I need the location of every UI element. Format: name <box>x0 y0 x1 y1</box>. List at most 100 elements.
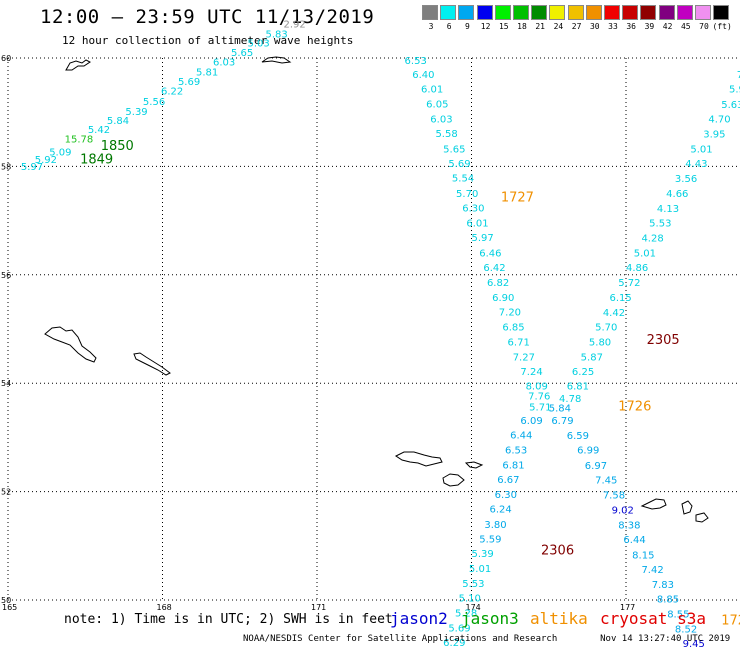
satellite-legend-item: altika <box>530 609 588 628</box>
wave-height-value: 15.78 <box>65 135 94 146</box>
coastline-aleutian-6 <box>695 512 709 523</box>
wave-height-value: 7.83 <box>652 580 674 591</box>
wave-height-value: 6.44 <box>510 430 532 441</box>
colorbar-swatch <box>494 5 511 20</box>
colorbar-label: 3 <box>428 22 434 31</box>
footer-credit: NOAA/NESDIS Center for Satellite Applica… <box>243 634 730 644</box>
wave-height-value: 8.52 <box>675 625 697 636</box>
wave-height-value: 5.80 <box>589 337 611 348</box>
colorbar-label: 21 <box>535 22 545 31</box>
wave-height-value: 6.53 <box>505 446 527 457</box>
wave-height-value: 5.99 <box>729 85 740 96</box>
wave-height-value: 6.25 <box>572 367 594 378</box>
lon-label: 171 <box>311 603 326 612</box>
pass-time-label: 1849 <box>80 153 113 168</box>
wave-height-value: 7.58 <box>603 491 625 502</box>
pass-time-label: 2305 <box>647 333 680 348</box>
coastline-top <box>261 56 292 64</box>
wave-height-value: 7.20 <box>499 307 521 318</box>
wave-height-value: 6.30 <box>495 490 517 501</box>
page-subtitle: 12 hour collection of altimeter wave hei… <box>62 34 354 47</box>
wave-height-value: 4.28 <box>641 234 663 245</box>
colorbar-swatch <box>549 5 566 20</box>
pass-time-label: 1725 <box>721 613 740 628</box>
satellite-legend-item: jason3 <box>461 609 519 628</box>
wave-height-value: 8.85 <box>657 595 679 606</box>
wave-height-value: 4.86 <box>626 263 648 274</box>
wave-height-value: 7.45 <box>595 475 617 486</box>
wave-height-value: 4.43 <box>685 159 707 170</box>
pass-time-label: 1850 <box>101 139 134 154</box>
coastline-aleutian-2 <box>464 461 484 469</box>
coastline-island-elongated <box>133 352 171 376</box>
wave-height-value: 6.71 <box>508 337 530 348</box>
coastline-aleutian-4 <box>640 498 667 510</box>
wave-height-value: 5.72 <box>618 278 640 289</box>
colorbar-swatch <box>513 5 529 20</box>
wave-height-value: 3.56 <box>675 174 697 185</box>
colorbar-label: 6 <box>446 22 452 31</box>
wave-height-value: 5.59 <box>479 535 501 546</box>
wave-height-value: 5.71 <box>529 402 551 413</box>
colorbar-swatch <box>676 5 693 20</box>
colorbar-label: 42 <box>662 22 673 31</box>
wave-height-value: 6.03 <box>430 114 452 125</box>
colorbar-label: 30 <box>589 22 600 31</box>
lat-label: 50 <box>1 596 11 605</box>
wave-height-values: 5.975.925.095.425.845.395.566.225.695.81… <box>21 20 740 650</box>
wave-height-value: 5.97 <box>21 162 43 173</box>
colorbar-swatch <box>531 5 548 20</box>
colorbar-swatch <box>713 5 730 20</box>
wave-height-value: 5.70 <box>456 189 478 200</box>
lat-label: 58 <box>1 162 11 171</box>
wave-height-value: 5.42 <box>88 125 110 136</box>
colorbar-label: 39 <box>644 22 655 31</box>
wave-height-value: 4.78 <box>559 394 581 405</box>
wave-height-value: 5.83 <box>266 29 288 40</box>
wave-height-value: 7.34 <box>737 70 740 81</box>
wave-height-value: 6.01 <box>421 85 443 96</box>
colorbar-label: 15 <box>498 22 509 31</box>
wave-height-value: 5.92 <box>35 155 57 166</box>
colorbar-swatch <box>567 5 584 20</box>
wave-height-value: 5.69 <box>178 77 200 88</box>
wave-height-value: 6.01 <box>466 219 488 230</box>
satellite-legend-item: cryosat s3a <box>600 609 706 628</box>
pass-time-label: 1726 <box>618 399 651 414</box>
coastline-island-large <box>44 326 97 363</box>
wave-height-value: 5.39 <box>125 107 147 118</box>
wave-height-value: 5.70 <box>595 323 617 334</box>
wave-height-value: 5.65 <box>231 48 253 59</box>
wave-height-value: 5.28 <box>455 608 477 619</box>
colorbar-label: 12 <box>480 22 491 31</box>
wave-height-value: 6.99 <box>577 446 599 457</box>
wave-height-value: 6.81 <box>567 382 589 393</box>
colorbar-swatch <box>440 5 457 20</box>
wave-height-value: 7.76 <box>528 391 550 402</box>
footer-note: note: 1) Time is in UTC; 2) SWH is in fe… <box>64 612 393 627</box>
wave-height-value: 6.40 <box>412 70 434 81</box>
coastline <box>44 56 709 523</box>
colorbar-swatch <box>695 5 711 20</box>
wave-height-value: 6.81 <box>502 460 524 471</box>
colorbar-swatch <box>422 5 438 20</box>
pass-time-labels: 18501849172723230517262306230717251724 <box>80 139 740 628</box>
pass-time-label: 1727 <box>501 191 534 206</box>
wave-height-value: 5.01 <box>690 144 712 155</box>
wave-height-value: 6.79 <box>551 416 573 427</box>
wave-height-value: 4.13 <box>657 204 679 215</box>
colorbar-swatch <box>476 5 493 20</box>
wave-height-value: 5.81 <box>196 67 218 78</box>
colorbar-label: 70 <box>699 22 709 31</box>
coastline-aleutian-1 <box>395 451 443 467</box>
wave-height-value: 5.01 <box>469 564 491 575</box>
wave-height-value: 8.55 <box>667 609 689 620</box>
wave-height-value: 6.85 <box>502 323 524 334</box>
wave-height-value: 5.03 <box>247 39 269 50</box>
wave-height-value: 5.87 <box>581 352 603 363</box>
lat-label: 60 <box>1 54 11 63</box>
colorbar-label: 24 <box>553 22 564 31</box>
wave-height-value: 6.15 <box>610 293 632 304</box>
